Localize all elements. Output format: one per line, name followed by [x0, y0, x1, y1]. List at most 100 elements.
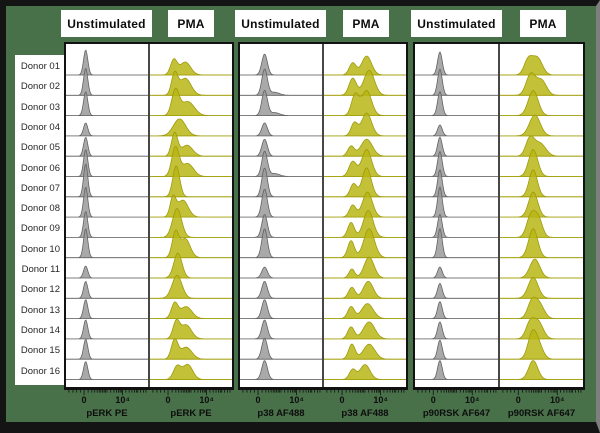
histogram-curve [500, 210, 583, 238]
histogram-curve [150, 194, 232, 218]
histogram-curve [66, 338, 148, 360]
histogram-curve [240, 228, 322, 259]
column-header-label: Unstimulated [417, 16, 496, 31]
column-header-label: Unstimulated [241, 16, 320, 31]
histogram-curve [240, 122, 322, 137]
histogram-curve [500, 317, 583, 340]
histogram-curve [66, 210, 148, 238]
histogram-curve [240, 337, 322, 360]
histogram-curve [500, 169, 583, 198]
histogram-curve [240, 53, 322, 76]
donor-row-label: Donor 06 [20, 162, 60, 174]
histogram-curve [150, 229, 232, 259]
histogram-curve [324, 167, 406, 198]
x-axis-marker-label: p90RSK AF647 [422, 408, 491, 419]
histogram-curve [415, 266, 498, 279]
column-header-pma-2: PMA [343, 10, 389, 37]
histogram-curve [66, 265, 148, 279]
x-tick-ten4: 10⁴ [550, 395, 565, 405]
donor-row-label: Donor 16 [20, 365, 60, 377]
histogram-curve [150, 131, 232, 157]
column-header-label: PMA [529, 16, 557, 31]
x-tick-zero: 0 [165, 395, 171, 405]
x-axis-bar-p38 [238, 387, 408, 397]
histogram-curve [500, 228, 583, 259]
histogram-curve [66, 91, 148, 116]
x-axis-marker-label: p90RSK AF647 [507, 408, 576, 419]
histogram-curve [500, 72, 583, 96]
histogram-curve [500, 329, 583, 360]
histogram-curve [324, 209, 406, 238]
histogram-curve [66, 319, 148, 340]
x-axis-marker-label: pERK PE [86, 408, 128, 419]
donor-row-label: Donor 13 [20, 304, 60, 316]
histogram-curve [415, 359, 498, 380]
histogram-curve [415, 339, 498, 360]
histogram-curve [415, 124, 498, 137]
histogram-curve [415, 51, 498, 76]
histogram-curve [415, 168, 498, 198]
histogram-curve [150, 207, 232, 238]
x-tick-ten4: 10⁴ [373, 395, 388, 405]
histogram-curve [500, 276, 583, 299]
column-header-label: PMA [177, 16, 205, 31]
donor-row-label: Donor 10 [20, 243, 60, 255]
histogram-curve [415, 227, 498, 259]
donor-row-label: Donor 11 [21, 264, 60, 275]
donor-row-label: Donor 02 [20, 81, 60, 93]
histogram-panel-svg [500, 55, 583, 380]
donor-row-label: Donor 03 [20, 101, 60, 113]
histogram-curve [240, 188, 322, 218]
x-axis-line [238, 387, 408, 390]
histogram-curve [240, 89, 322, 116]
x-tick-zero: 0 [339, 395, 345, 405]
histogram-curve [324, 90, 406, 116]
histogram-curve [500, 55, 583, 76]
histogram-curve [500, 258, 583, 279]
column-header-pma-1: PMA [168, 10, 214, 37]
histogram-panel-svg [240, 53, 322, 380]
x-axis-bar-p90rsk [413, 387, 585, 397]
histogram-curve [150, 363, 232, 380]
histogram-panel-pma-p90rsk [498, 44, 583, 388]
histogram-curve [324, 343, 406, 360]
histogram-curve [415, 300, 498, 319]
column-header-unstimulated-3: Unstimulated [411, 10, 502, 37]
histogram-curve [324, 69, 406, 96]
column-header-label: Unstimulated [67, 16, 146, 31]
histogram-curve [66, 163, 148, 198]
x-axis-line [413, 387, 585, 390]
donor-row-label: Donor 04 [20, 121, 60, 133]
histogram-curve [150, 165, 232, 198]
histogram-curve [324, 112, 406, 137]
x-tick-ten4: 10⁴ [115, 395, 130, 405]
histogram-curve [324, 364, 406, 380]
histogram-curve [415, 90, 498, 116]
donor-labels: Donor 01 Donor 02 Donor 03 Donor 04 Donor 05… [15, 55, 64, 385]
histogram-curve [324, 303, 406, 319]
histogram-curve [240, 360, 322, 380]
histogram-panel-svg [150, 58, 232, 380]
x-axis-bar-perk [64, 387, 234, 397]
x-tick-ten4: 10⁴ [289, 395, 304, 405]
histogram-curve [150, 118, 232, 137]
histogram-curve [500, 360, 583, 380]
histogram-curve [150, 58, 232, 76]
histogram-curve [415, 136, 498, 157]
donor-row-label: Donor 09 [20, 223, 60, 235]
histogram-curve [324, 138, 406, 157]
histogram-curve [150, 252, 232, 279]
histogram-curve [500, 90, 583, 116]
x-tick-zero: 0 [81, 395, 87, 405]
histogram-panel-svg [415, 51, 498, 380]
histogram-curve [150, 301, 232, 319]
histogram-curve [66, 136, 148, 157]
histogram-panel-pma-p38 [322, 44, 406, 388]
histogram-curve [500, 296, 583, 319]
x-tick-ten4: 10⁴ [199, 395, 214, 405]
histogram-curve [240, 319, 322, 340]
x-axis-ticks-svg [64, 387, 234, 396]
donor-row-label: Donor 07 [20, 182, 60, 194]
histogram-curve [324, 228, 406, 259]
donor-row-label: Donor 15 [20, 345, 60, 357]
